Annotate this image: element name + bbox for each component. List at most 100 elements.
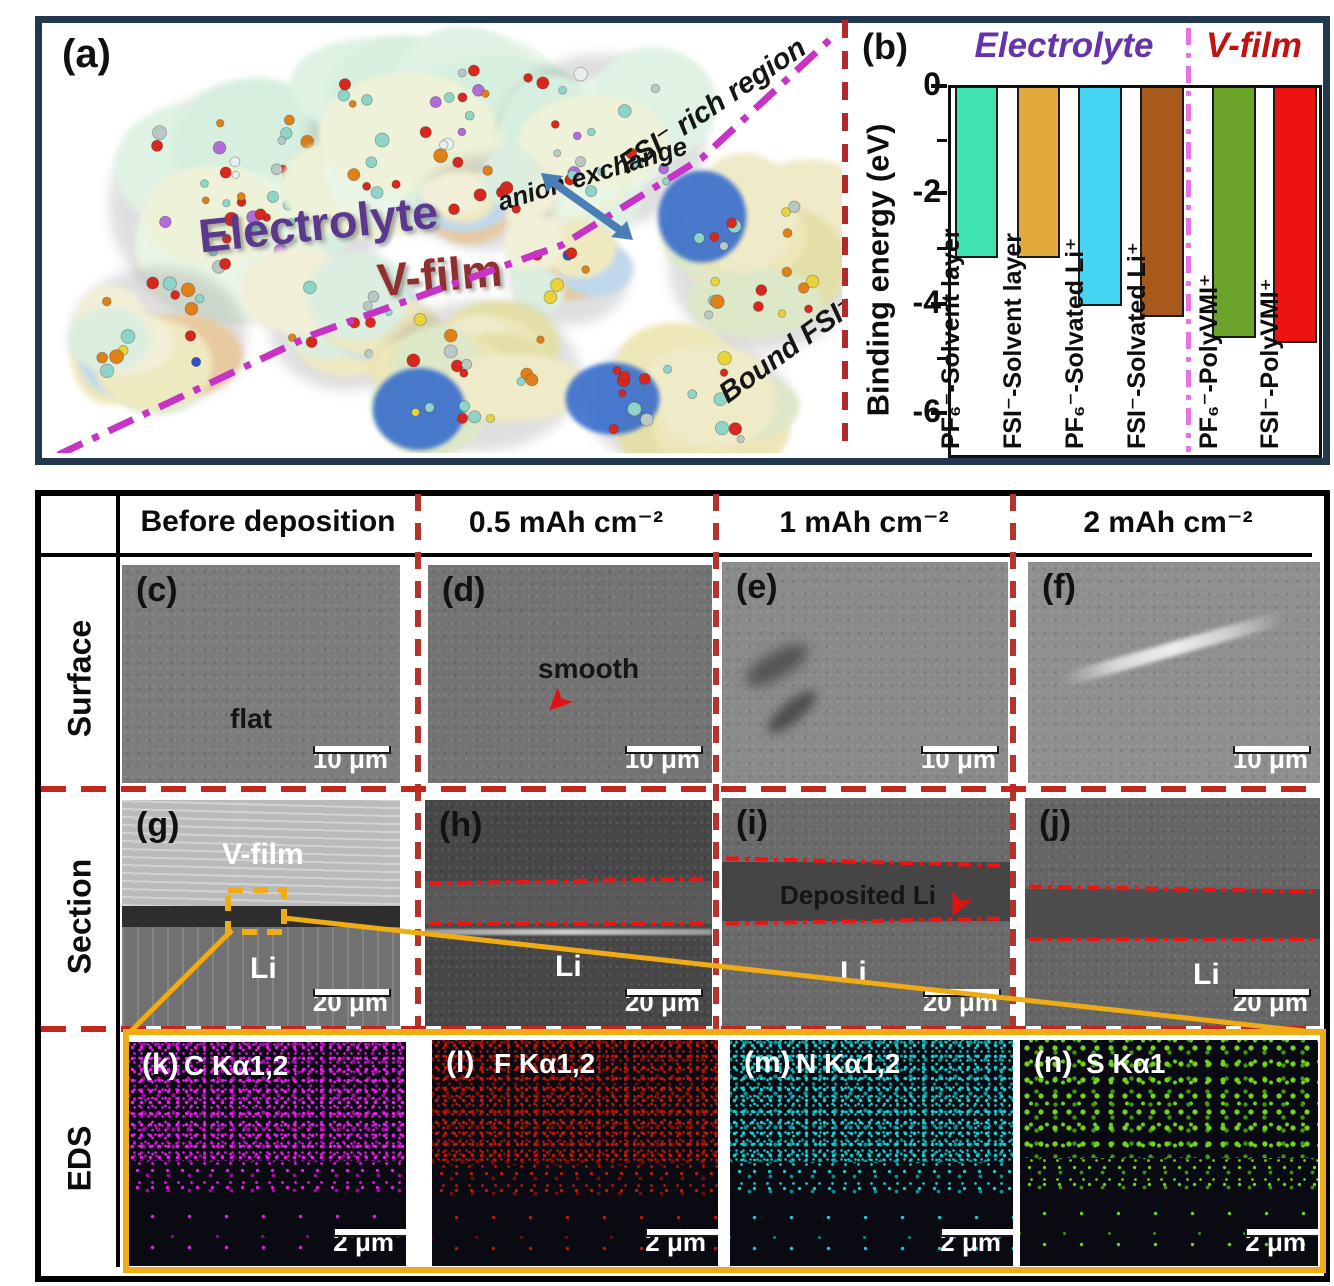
atom: [627, 401, 642, 417]
atom: [146, 276, 160, 290]
scale-bar-line: [1245, 1229, 1318, 1237]
scale-bar-line: [1232, 746, 1311, 754]
atom: [201, 196, 210, 205]
atom: [481, 89, 490, 98]
col-header-0p5mah: 0.5 mAh cm⁻²: [468, 506, 664, 539]
atom: [755, 284, 768, 296]
atom: [429, 96, 442, 109]
atom: [704, 310, 714, 320]
tick-mark: [931, 411, 947, 415]
eds-map-n: (m) N Kα1,2 2 μm: [730, 1040, 1013, 1266]
atom: [348, 317, 361, 329]
sem-image-f: (f) 10 μm: [1028, 562, 1320, 783]
atom: [717, 351, 732, 366]
panel-tag-i: (i): [736, 804, 769, 842]
atom: [448, 203, 460, 216]
atom: [516, 376, 526, 387]
tick-mark: [931, 302, 947, 306]
panel-b-tag: (b): [862, 26, 908, 67]
atom: [550, 278, 564, 292]
atom: [777, 309, 787, 318]
panel-tag-h: (h): [439, 806, 483, 844]
atom: [162, 276, 177, 291]
element-label: S Kα1: [1086, 1048, 1166, 1079]
atom: [384, 308, 393, 317]
atom: [781, 266, 793, 278]
scale-bar: 20 μm: [1232, 987, 1311, 1018]
atom: [159, 215, 172, 229]
atom: [347, 168, 361, 182]
li-label: Li: [555, 950, 582, 983]
atom: [443, 328, 458, 343]
scale-bar-line: [1232, 989, 1311, 997]
deposited-layer: [425, 881, 712, 925]
panel-tag-g: (g): [136, 806, 180, 844]
col-header-2mah: 2 mAh cm⁻²: [1083, 506, 1253, 539]
atom: [438, 140, 449, 150]
flat-annotation: flat: [230, 703, 272, 734]
atom: [433, 148, 448, 163]
panel-tag-j: (j): [1039, 804, 1072, 842]
scale-bar: 20 μm: [312, 987, 391, 1018]
layer-boundary-line: [429, 922, 708, 927]
panel-divider-dashed: [842, 20, 848, 448]
scale-bar-line: [624, 989, 703, 997]
atom: [362, 301, 373, 312]
scale-bar: 2 μm: [645, 1227, 718, 1258]
header-bottom-rule: [41, 553, 1312, 557]
scale-bar-line: [624, 746, 703, 754]
atom: [736, 435, 745, 444]
sem-image-e: (e) 10 μm: [722, 562, 1008, 783]
group-header-electrolyte: Electrolyte: [974, 26, 1154, 65]
scale-bar: 10 μm: [920, 744, 999, 775]
atom: [303, 280, 317, 295]
panel-tag-n: (n): [1034, 1046, 1073, 1079]
scale-bar: 2 μm: [333, 1227, 406, 1258]
atom: [553, 149, 562, 158]
atom: [710, 276, 720, 287]
atom: [782, 228, 793, 238]
atom: [270, 163, 283, 176]
atom: [468, 410, 482, 424]
eds-speckle-mid: [128, 1160, 406, 1197]
scale-bar: 2 μm: [940, 1227, 1013, 1258]
atom: [287, 333, 297, 342]
scale-bar-line: [645, 1229, 718, 1237]
atom: [424, 402, 435, 413]
atom: [587, 127, 596, 137]
bar-label-5: FSI⁻-PolyVMI⁺: [1256, 278, 1285, 449]
atom: [277, 136, 287, 145]
atom: [687, 389, 698, 400]
atom: [726, 217, 738, 229]
scale-bar: 20 μm: [624, 987, 703, 1018]
scale-bar-line: [333, 1229, 406, 1237]
atom: [365, 156, 378, 169]
atom: [219, 166, 232, 179]
col-header-before-deposition: Before deposition: [140, 505, 396, 538]
atom: [663, 364, 673, 374]
atom: [229, 156, 241, 168]
atom: [184, 330, 197, 342]
scale-bar-line: [312, 746, 391, 754]
atom: [348, 99, 357, 108]
atom: [467, 64, 480, 77]
atom: [639, 412, 654, 427]
atom: [367, 290, 380, 303]
bright-interface: [425, 928, 712, 935]
atom: [543, 290, 558, 305]
sem-image-h: (h) Li 20 μm: [425, 800, 712, 1026]
row-separator-dashed: [41, 786, 1312, 792]
row-header-eds: EDS: [61, 1125, 98, 1192]
panel-tag-c: (c): [136, 571, 178, 609]
atom: [612, 366, 622, 376]
atom: [550, 120, 560, 129]
atom: [374, 132, 390, 148]
atom: [565, 247, 578, 260]
atom: [617, 104, 632, 118]
atom: [109, 349, 124, 364]
panel-tag-f: (f): [1042, 568, 1076, 606]
atom: [120, 328, 136, 344]
atom: [364, 349, 374, 359]
atom: [638, 373, 651, 385]
bar-label-0: PF₆⁻-Solvent layer: [937, 228, 966, 449]
